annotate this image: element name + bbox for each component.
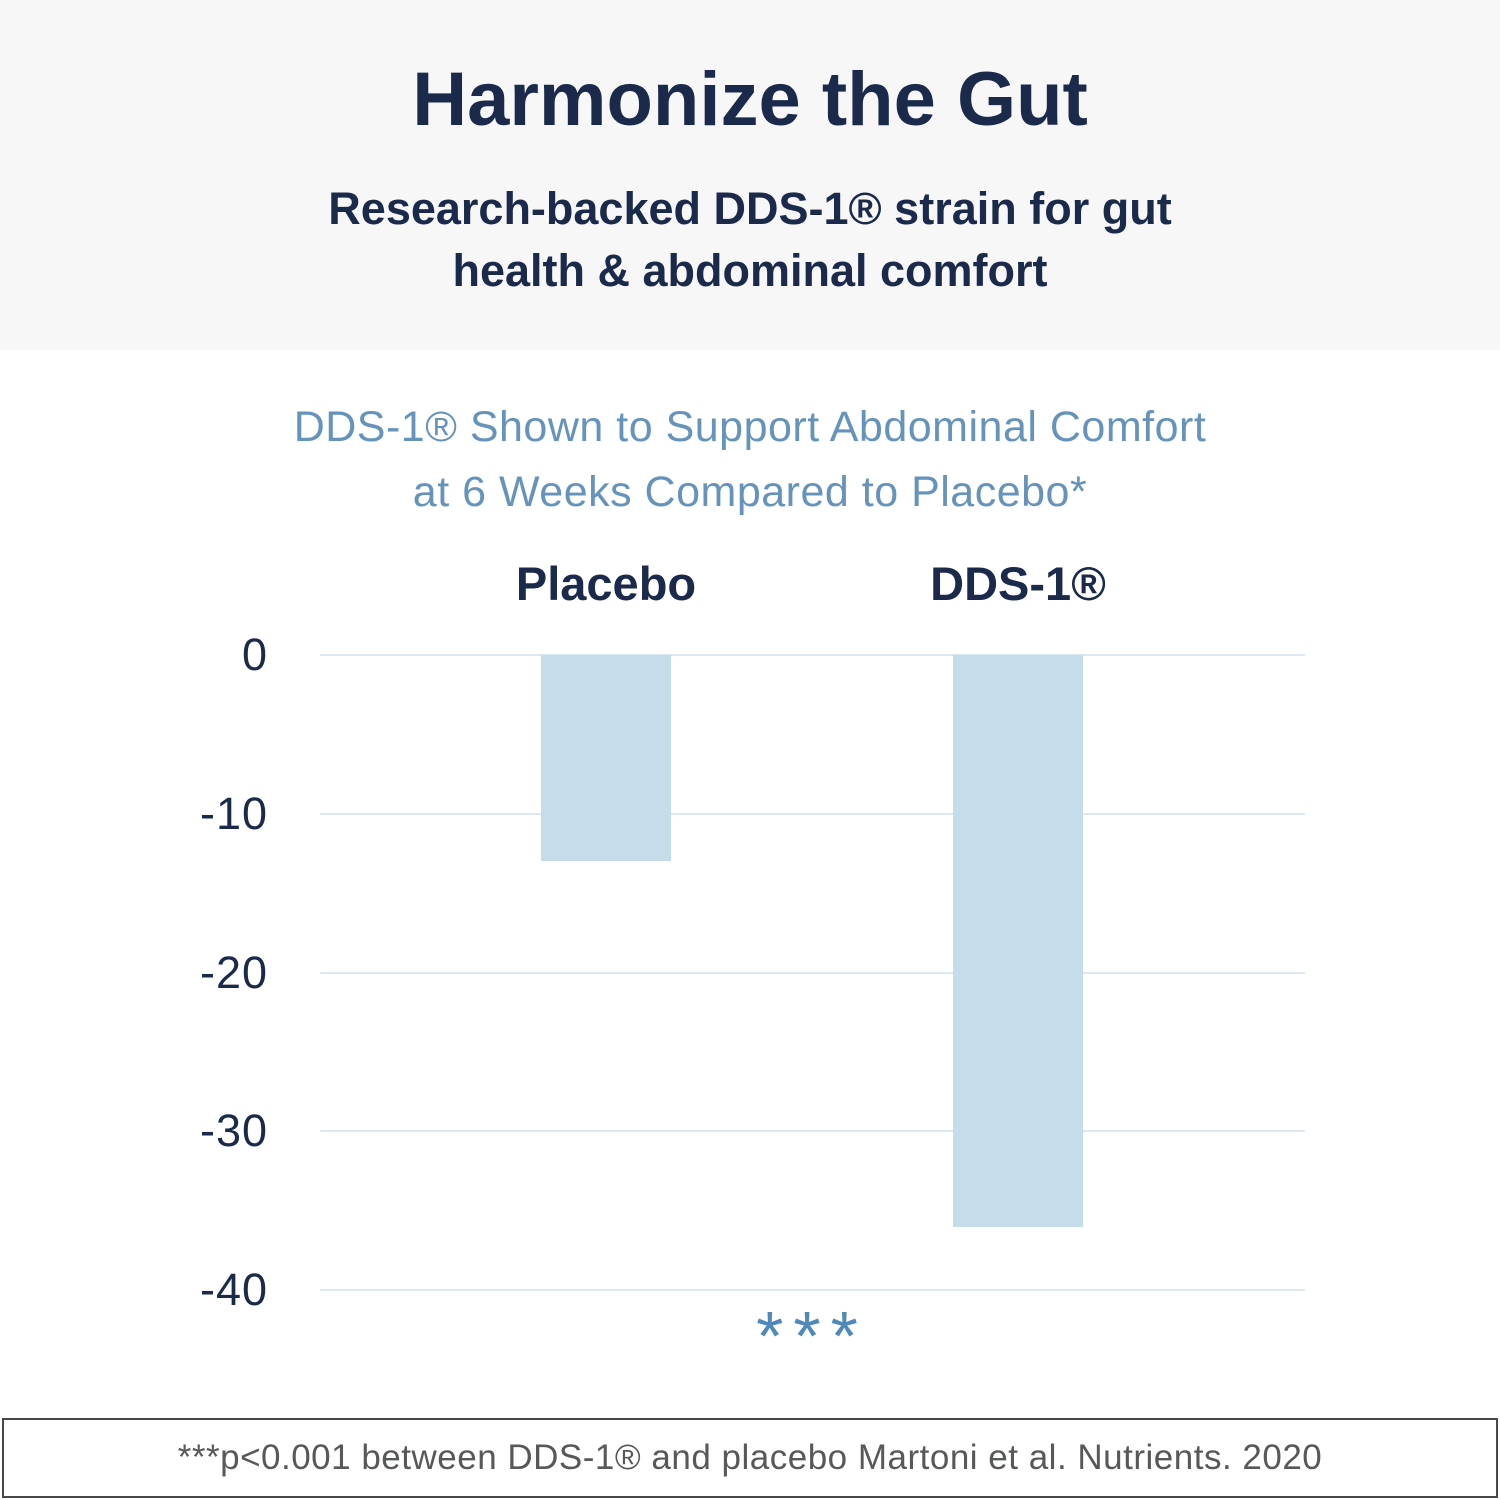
y-tick-label: -40	[199, 1264, 268, 1315]
bar-dds1	[953, 655, 1083, 1227]
header-subtitle: Research-backed DDS-1® strain for gut he…	[0, 178, 1500, 302]
header-subtitle-line-2: health & abdominal comfort	[452, 245, 1048, 297]
plot-area: 0 -10 -20 -30 -40 Placebo DDS-1®	[200, 560, 1305, 1315]
footnote-box: ***p<0.001 between DDS-1® and placebo Ma…	[2, 1418, 1498, 1498]
gridline	[320, 1130, 1305, 1133]
column-label-dds1: DDS-1®	[930, 557, 1106, 610]
gridline	[320, 1289, 1305, 1291]
footnote-text: ***p<0.001 between DDS-1® and placebo Ma…	[177, 1438, 1323, 1477]
chart-title: DDS-1® Shown to Support Abdominal Comfor…	[0, 395, 1500, 524]
gridline	[320, 971, 1305, 974]
chart-title-line-1: DDS-1® Shown to Support Abdominal Comfor…	[293, 403, 1207, 451]
significance-marker: ***	[756, 1297, 868, 1375]
header-band: Harmonize the Gut Research-backed DDS-1®…	[0, 0, 1500, 350]
y-tick-label: -10	[199, 787, 268, 839]
y-tick-label: -20	[199, 946, 268, 998]
y-tick-label: -30	[199, 1105, 268, 1157]
page-title: Harmonize the Gut	[412, 57, 1088, 142]
bar-placebo	[541, 655, 671, 862]
gridline	[320, 812, 1305, 815]
chart-title-line-2: at 6 Weeks Compared to Placebo*	[412, 467, 1088, 516]
header-subtitle-line-1: Research-backed DDS-1® strain for gut	[328, 183, 1172, 234]
y-tick-label: 0	[241, 629, 268, 680]
column-label-placebo: Placebo	[515, 557, 697, 610]
gridline	[320, 654, 1305, 656]
